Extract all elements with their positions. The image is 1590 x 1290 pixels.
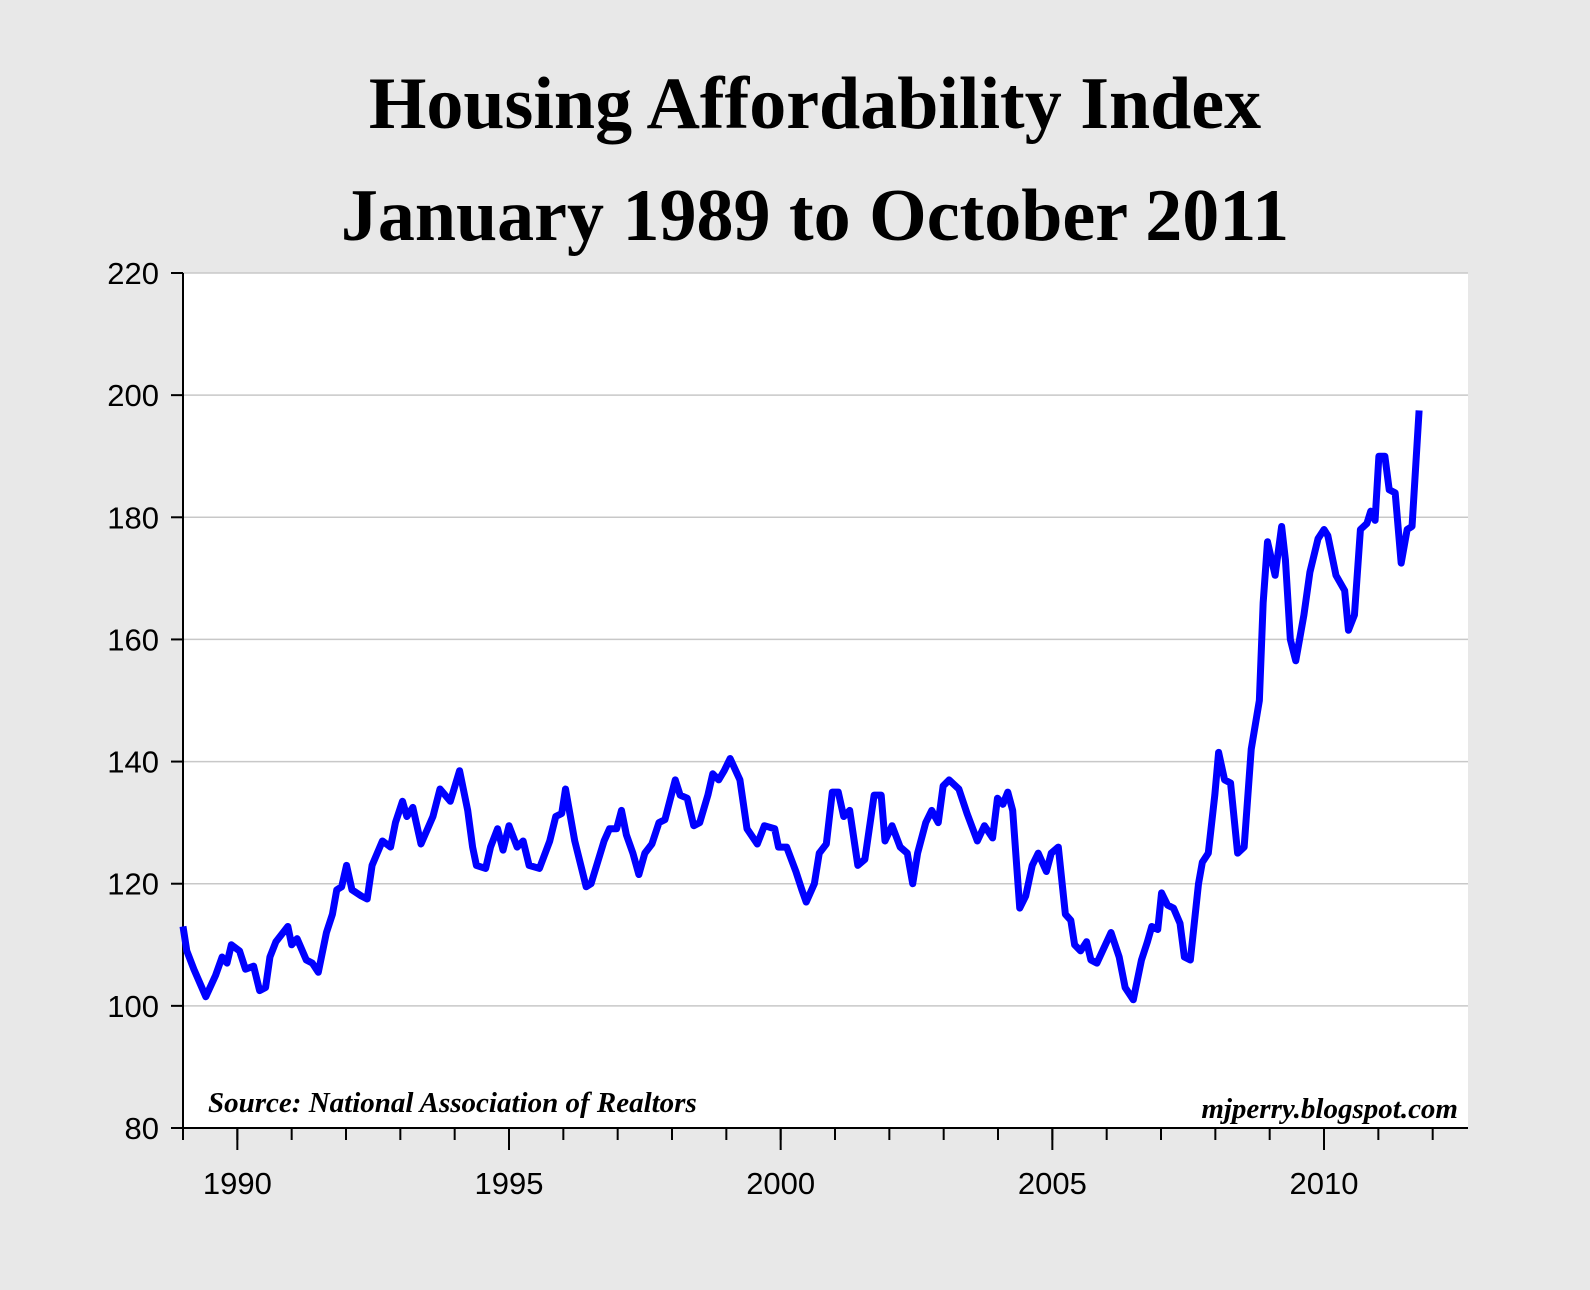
chart-subtitle: January 1989 to October 2011 bbox=[341, 175, 1289, 257]
x-tick-label: 1995 bbox=[475, 1166, 544, 1201]
y-tick-label: 140 bbox=[107, 745, 159, 780]
plot-area bbox=[183, 273, 1468, 1128]
y-tick-label: 160 bbox=[107, 622, 159, 657]
x-tick-label: 2005 bbox=[1018, 1166, 1087, 1201]
y-tick-label: 80 bbox=[125, 1111, 159, 1146]
y-tick-label: 100 bbox=[107, 989, 159, 1024]
y-tick-label: 200 bbox=[107, 378, 159, 413]
x-tick-label: 2000 bbox=[746, 1166, 815, 1201]
chart-title: Housing Affordability Index bbox=[369, 63, 1261, 145]
y-tick-label: 120 bbox=[107, 867, 159, 902]
data-line bbox=[179, 410, 1423, 1004]
source-note: Source: National Association of Realtors bbox=[208, 1087, 697, 1119]
y-tick-label: 220 bbox=[107, 256, 159, 291]
credit-note: mjperry.blogspot.com bbox=[1201, 1093, 1458, 1125]
grid bbox=[183, 272, 1468, 1129]
x-tick-label: 1990 bbox=[203, 1166, 272, 1201]
x-tick-label: 2010 bbox=[1290, 1166, 1359, 1201]
y-tick-label: 180 bbox=[107, 500, 159, 535]
